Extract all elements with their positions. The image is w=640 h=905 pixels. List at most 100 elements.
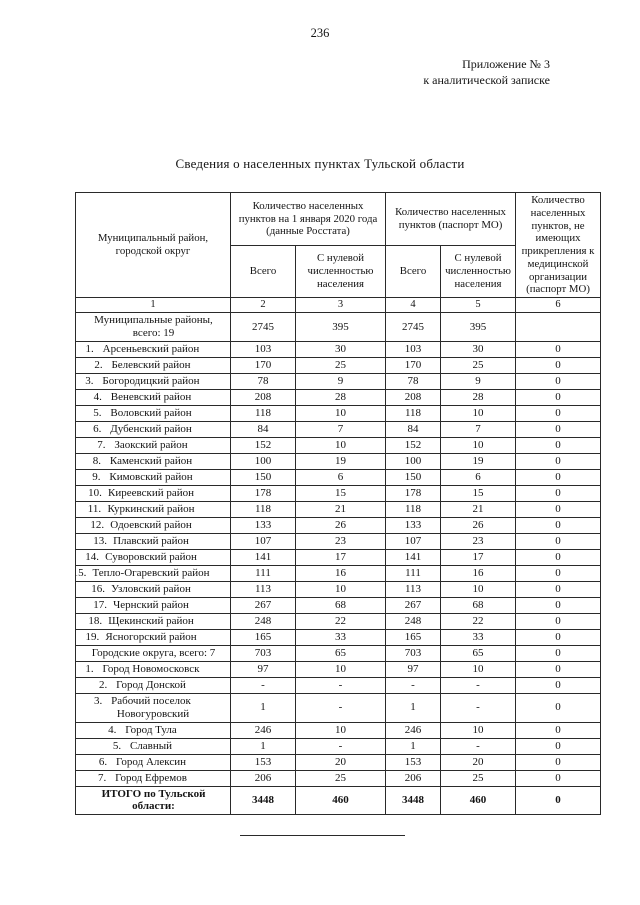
value-cell: 103 <box>230 341 296 359</box>
value-cell: 84 <box>385 421 442 439</box>
value-cell: 118 <box>230 501 296 519</box>
row-name: Щекинский район <box>108 614 194 627</box>
value-cell: 0 <box>515 721 602 739</box>
value-cell <box>515 312 602 343</box>
row-name: Богородицкий район <box>102 375 200 388</box>
value-cell: 178 <box>385 485 442 503</box>
value-cell: 0 <box>515 596 602 614</box>
table-row: ИТОГО по Тульской области: 3448 460 3448 460… <box>75 785 602 816</box>
column-number: 1 <box>75 297 231 314</box>
row-label-cell: 7. Заокский район <box>75 437 231 455</box>
value-cell: 21 <box>294 501 387 519</box>
row-name: Городские округа, всего: 7 <box>91 646 216 659</box>
table-row: 1. Арсеньевский район 103 30 103 30 0 <box>75 341 602 359</box>
value-cell: 26 <box>294 517 387 534</box>
value-cell: 0 <box>515 469 602 487</box>
row-label-cell: 12. Одоевский район <box>75 517 231 534</box>
value-cell: 10 <box>440 405 517 423</box>
value-cell: 460 <box>440 785 517 816</box>
value-cell: 113 <box>385 580 442 598</box>
row-name: Ясногорский район <box>105 630 197 643</box>
value-cell: 118 <box>385 405 442 423</box>
value-cell: 19 <box>294 453 387 471</box>
value-cell: 68 <box>294 596 387 614</box>
value-cell: 460 <box>294 785 387 816</box>
value-cell: 141 <box>230 548 296 566</box>
value-cell: 152 <box>385 437 442 455</box>
value-cell: 107 <box>230 533 296 550</box>
header-zero-passport: С нулевой численностью населения <box>440 244 517 299</box>
row-name: Заокский район <box>114 439 188 452</box>
value-cell: 78 <box>385 373 442 391</box>
table-header: Муниципальный район, городской округ Кол… <box>75 192 602 314</box>
table-row: 6. Город Алексин 153 20 153 20 0 <box>75 753 602 771</box>
value-cell: 0 <box>515 769 602 787</box>
value-cell: 0 <box>515 341 602 359</box>
value-cell: 1 <box>385 737 442 755</box>
value-cell: 0 <box>515 389 602 407</box>
row-label-cell: 14. Суворовский район <box>75 548 231 566</box>
row-label-cell: 15. Тепло-Огаревский район <box>75 564 231 582</box>
table-row: 2. Белевский район 170 25 170 25 0 <box>75 357 602 375</box>
value-cell: 246 <box>230 721 296 739</box>
row-number: 19. <box>85 630 100 643</box>
row-name: Рабочий поселок Новогуровский <box>111 694 191 720</box>
table-row: 14. Суворовский район 141 17 141 17 0 <box>75 548 602 566</box>
header-rosstat-group: Количество населенных пунктов на 1 январ… <box>229 192 387 246</box>
row-label-cell: 1. Город Новомосковск <box>75 660 231 678</box>
row-number: 7. <box>97 771 107 784</box>
value-cell: 22 <box>294 612 387 630</box>
value-cell: 248 <box>230 612 296 630</box>
value-cell: 0 <box>515 501 602 519</box>
value-cell: 150 <box>230 469 296 487</box>
row-name: Муниципальные районы, всего: 19 <box>94 314 213 340</box>
row-label-cell: 3. Рабочий поселок Новогуровский <box>75 692 231 723</box>
value-cell: 20 <box>294 753 387 771</box>
value-cell: 15 <box>440 485 517 503</box>
row-number: 13. <box>93 535 107 547</box>
value-cell: - <box>294 692 387 723</box>
value-cell: 15 <box>294 485 387 503</box>
value-cell: 107 <box>385 533 442 550</box>
table-row: 3. Рабочий поселок Новогуровский 1-1-0 <box>75 692 602 723</box>
row-name: Куркинский район <box>107 503 195 516</box>
value-cell: 17 <box>294 548 387 566</box>
value-cell: 0 <box>515 692 602 723</box>
value-cell: 0 <box>515 612 602 630</box>
table-row: 7. Город Ефремов 206 25 206 25 0 <box>75 769 602 787</box>
row-label-cell: 5. Славный <box>75 737 231 755</box>
value-cell: 208 <box>230 389 296 407</box>
row-name: Город Донской <box>116 678 186 691</box>
value-cell: - <box>294 737 387 755</box>
row-name: Воловский район <box>110 407 192 420</box>
value-cell: 33 <box>440 628 517 646</box>
value-cell: 178 <box>230 485 296 503</box>
value-cell: 100 <box>385 453 442 471</box>
row-number: 16. <box>91 582 106 595</box>
value-cell: 267 <box>230 596 296 614</box>
header-total-rosstat: Всего <box>230 244 296 299</box>
row-label-cell: 10. Киреевский район <box>75 485 231 503</box>
value-cell: 118 <box>230 405 296 423</box>
value-cell: 0 <box>515 453 602 471</box>
value-cell: 113 <box>230 580 296 598</box>
value-cell: 170 <box>385 357 442 375</box>
value-cell: 97 <box>230 660 296 678</box>
table-row: 3. Богородицкий район 78 9 78 9 0 <box>75 373 602 391</box>
value-cell: 10 <box>294 437 387 455</box>
value-cell: 0 <box>515 548 602 566</box>
value-cell: 10 <box>294 660 387 678</box>
row-number: 2. <box>94 359 103 372</box>
value-cell: 0 <box>515 660 602 678</box>
table-row: 4. Веневский район 208 28 208 28 0 <box>75 389 602 407</box>
value-cell: 19 <box>440 453 517 471</box>
header-municipal: Муниципальный район, городской округ <box>75 192 231 299</box>
column-number: 6 <box>515 297 602 314</box>
row-name: Каменский район <box>109 455 193 468</box>
header-no-attachment: Количество населенных пунктов, не имеющи… <box>515 192 602 299</box>
table-row: 16. Узловский район 113 10 113 10 0 <box>75 580 602 598</box>
value-cell: 1 <box>385 692 442 723</box>
value-cell: 23 <box>294 533 387 550</box>
